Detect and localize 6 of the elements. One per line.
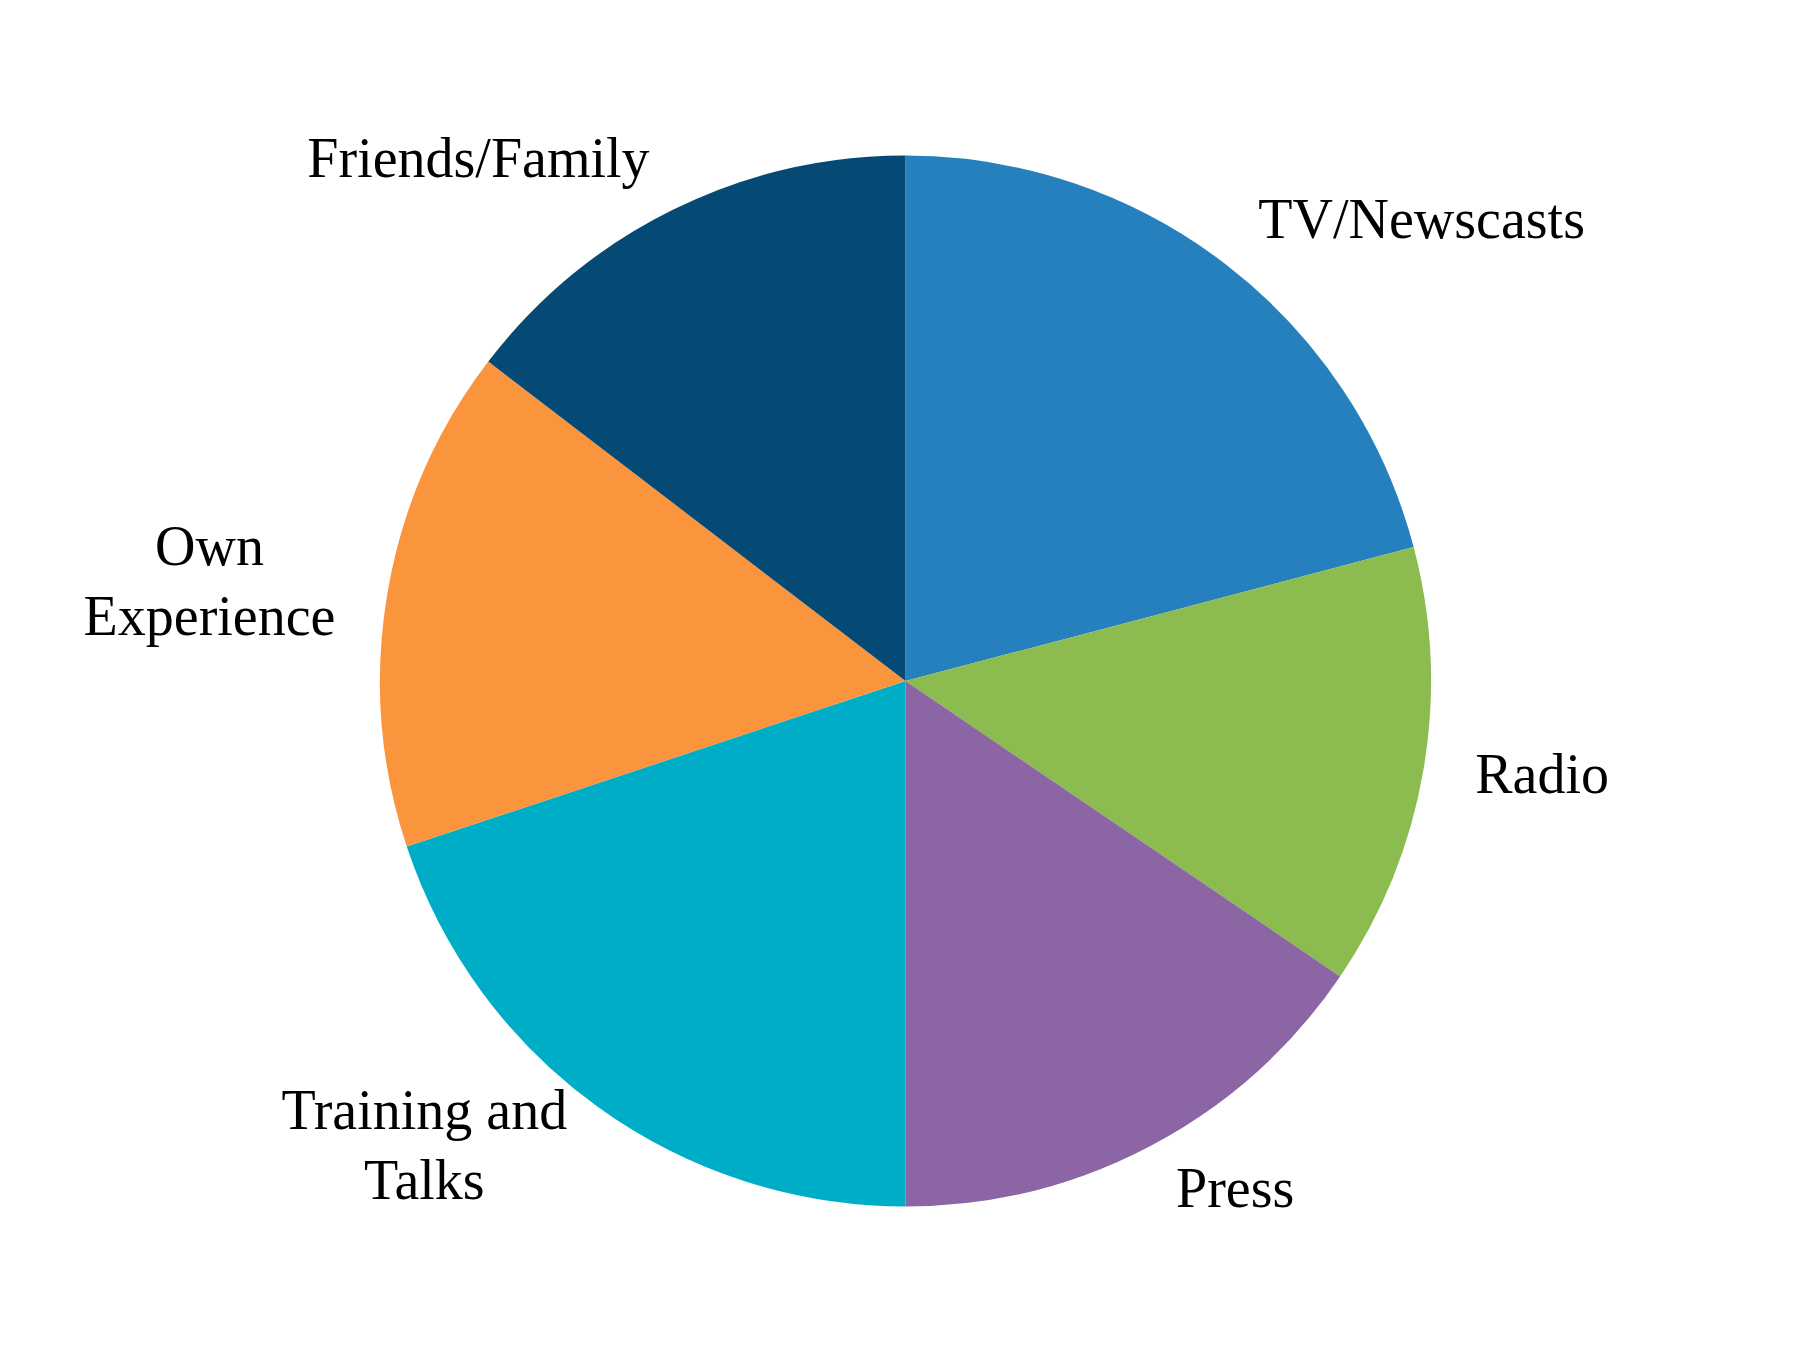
slice-label: Own Experience <box>83 514 336 647</box>
slice-label: Friends/Family <box>307 127 650 190</box>
slice-label: Training and Talks <box>281 1079 568 1212</box>
slice-label: Radio <box>1475 743 1610 806</box>
slice-label: TV/Newscasts <box>1258 187 1585 250</box>
slice-label: Press <box>1175 1156 1295 1219</box>
